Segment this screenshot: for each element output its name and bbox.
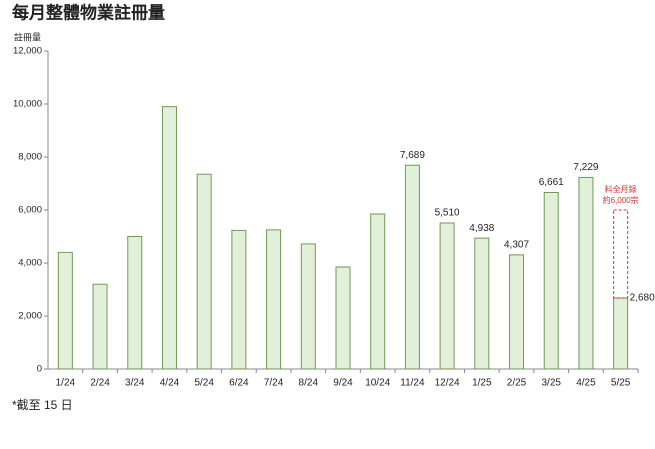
x-tick-label: 3/25	[542, 378, 562, 389]
bar	[127, 236, 143, 370]
value-label: 7,229	[573, 162, 598, 173]
x-tick-label: 9/24	[333, 378, 353, 389]
bar	[474, 237, 490, 370]
x-tick-label: 5/25	[611, 378, 631, 389]
x-tick-label: 5/24	[194, 378, 214, 389]
value-label: 7,689	[400, 150, 425, 161]
x-tick-label: 2/24	[90, 378, 110, 389]
bar	[509, 254, 525, 370]
bar	[92, 283, 108, 370]
y-tick-label: 8,000	[18, 152, 42, 163]
x-tick-label: 2/25	[507, 378, 527, 389]
y-tick-label: 0	[37, 364, 42, 375]
bar	[404, 164, 420, 370]
x-tick-label: 1/25	[472, 378, 492, 389]
y-axis-label: 註冊量	[14, 31, 41, 42]
projection-note: 料全月錄	[605, 184, 637, 194]
value-label: 2,680	[630, 293, 655, 304]
y-tick-label: 12,000	[13, 46, 42, 57]
projection-box	[613, 209, 629, 299]
x-tick-label: 3/24	[125, 378, 145, 389]
x-tick-label: 7/24	[264, 378, 284, 389]
projection-note: 約6,000宗	[603, 195, 639, 205]
value-label: 6,661	[539, 177, 564, 188]
y-tick-label: 6,000	[18, 205, 42, 216]
bar	[613, 297, 629, 370]
x-tick-label: 6/24	[229, 378, 249, 389]
bar	[196, 173, 212, 370]
x-tick-label: 4/24	[160, 378, 180, 389]
bar	[161, 106, 177, 370]
bar	[57, 251, 73, 370]
bar	[335, 266, 351, 370]
y-tick-label: 10,000	[13, 99, 42, 110]
x-tick-label: 1/24	[56, 378, 76, 389]
x-tick-label: 8/24	[299, 378, 319, 389]
bar	[370, 213, 386, 370]
bar	[578, 176, 594, 370]
x-tick-label: 12/24	[435, 378, 460, 389]
y-tick-label: 4,000	[18, 258, 42, 269]
value-label: 4,938	[469, 223, 494, 234]
bar	[543, 191, 559, 370]
value-label: 4,307	[504, 240, 529, 251]
value-label: 5,510	[435, 208, 460, 219]
y-tick-label: 2,000	[18, 311, 42, 322]
x-tick-label: 10/24	[365, 378, 390, 389]
chart-title: 每月整體物業註冊量	[12, 2, 165, 22]
x-tick-label: 11/24	[400, 378, 425, 389]
bar	[231, 229, 247, 370]
bar	[300, 243, 316, 370]
footnote: *截至 15 日	[12, 398, 73, 412]
bar	[439, 222, 455, 370]
bar	[266, 229, 282, 370]
x-tick-label: 4/25	[576, 378, 596, 389]
